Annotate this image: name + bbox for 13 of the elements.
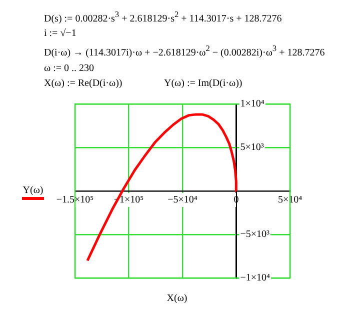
text: X(ω) := Re(D(i·ω)) [44,76,124,91]
text: ω := 0 .. 230 [44,62,95,76]
y-tick-label: 5×10³ [240,142,264,154]
text: D(s) := 0.00282·s$^{3}$ + 2.618129·s$^{2}$ + 114.3017·s + 128.7276 [44,9,283,26]
text: i := √−1 [44,27,78,42]
x-axis-title: X(ω) [166,293,188,304]
text: Y(ω) [22,185,44,196]
text: D(i·ω) → (114.3017i)·ω + −2.618129·ω$^{2}$ − (0.00282i)·ω$^{3}$ + 128.7276 [44,43,326,61]
x-tick-label: −5×10⁴ [168,194,198,206]
text: Y(ω) := Im(D(i·ω)) [164,76,244,91]
y-tick-label: −5×10³ [240,229,270,240]
y-tick-label: 1×10⁴ [240,98,265,110]
y-tick-label: −1×10⁴ [240,272,271,284]
